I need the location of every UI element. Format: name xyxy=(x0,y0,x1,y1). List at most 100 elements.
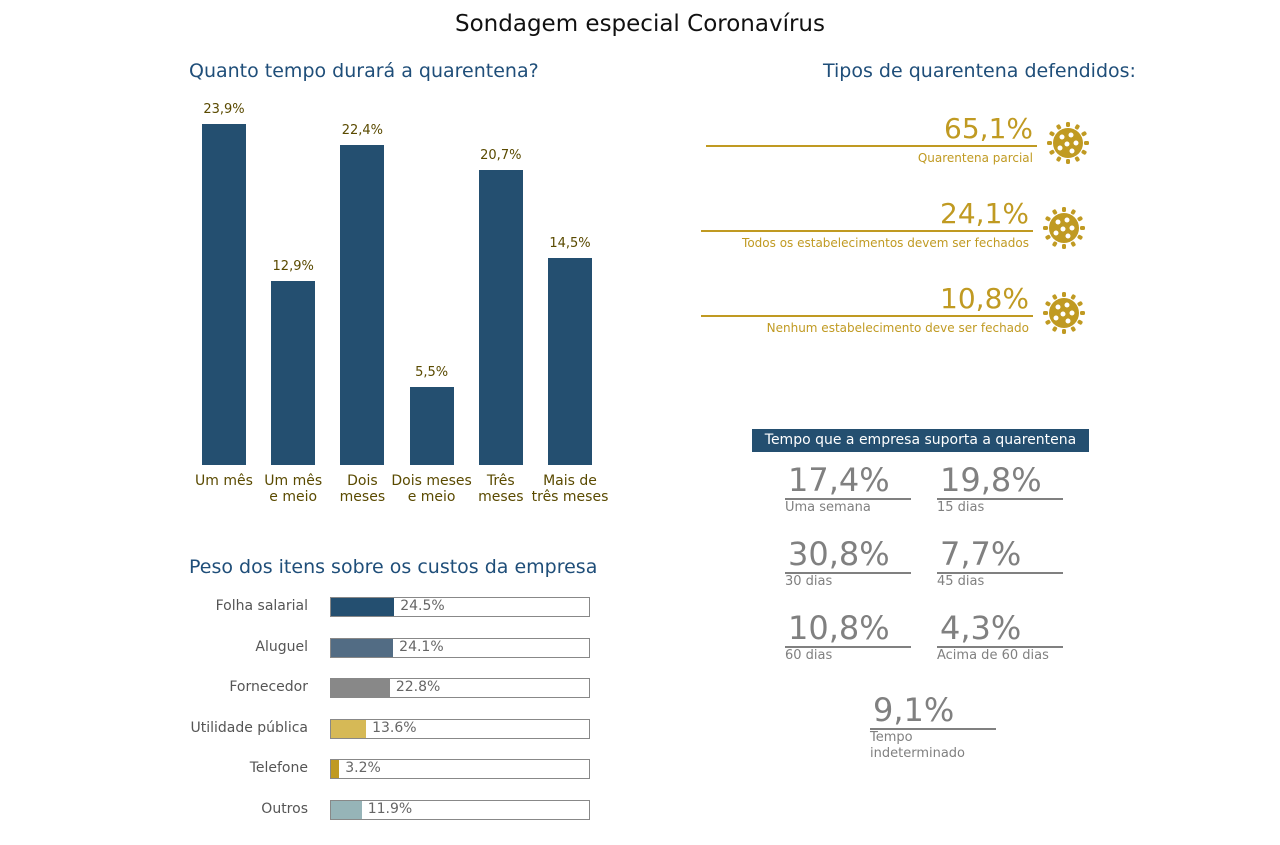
page-title: Sondagem especial Coronavírus xyxy=(455,11,825,37)
category-label-line: e meio xyxy=(269,489,318,505)
cost-category-label: Telefone xyxy=(249,760,308,777)
quarantine-type-item: 65,1% Quarentena parcial xyxy=(706,113,1037,165)
support-stat-label: 30 dias xyxy=(785,574,833,589)
divider-line xyxy=(937,572,1063,574)
support-stat-value: 9,1% xyxy=(873,691,955,729)
category-label: Três meses xyxy=(456,473,546,505)
cost-bar-fill xyxy=(331,679,390,698)
duration-chart-title: Quanto tempo durará a quarentena? xyxy=(189,60,539,82)
support-stat: 30,8% 30 dias xyxy=(785,536,911,590)
category-label-line: Dois xyxy=(347,473,378,489)
bar xyxy=(409,386,454,465)
cost-row: Telefone 3.2% xyxy=(180,759,590,780)
virus-icon xyxy=(1041,290,1087,336)
divider-line xyxy=(937,498,1063,500)
cost-category-label: Outros xyxy=(261,801,308,817)
cost-value-label: 24.1% xyxy=(399,638,444,655)
bar-value-label: 23,9% xyxy=(203,101,245,117)
bar xyxy=(548,258,592,465)
cost-category-label: Fornecedor xyxy=(229,679,308,696)
bar-value-label: 20,7% xyxy=(480,147,522,163)
divider-line xyxy=(785,572,911,574)
category-label: Dois meses e meio xyxy=(387,473,477,505)
cost-value-label: 11.9% xyxy=(367,801,413,817)
quarantine-type-value: 24,1% xyxy=(940,197,1029,230)
category-label-line: três meses xyxy=(531,489,609,505)
support-stat-value: 30,8% xyxy=(788,535,890,573)
cost-row: Utilidade pública 13.6% xyxy=(180,718,590,739)
support-stat-value: 10,8% xyxy=(788,609,890,647)
divider-line xyxy=(706,145,1037,147)
support-stat-label: 15 dias xyxy=(937,500,985,515)
quarantine-type-value: 65,1% xyxy=(944,112,1033,145)
cost-row: Aluguel 24.1% xyxy=(180,637,590,658)
divider-line xyxy=(870,728,996,730)
bar xyxy=(202,123,246,465)
bar-value-label: 5,5% xyxy=(415,364,449,380)
category-label-line: meses xyxy=(339,489,386,505)
cost-category-label: Aluguel xyxy=(255,638,308,655)
quarantine-type-item: 10,8% Nenhum estabelecimento deve ser fec… xyxy=(701,283,1033,335)
category-label-line: Um mês xyxy=(195,473,253,489)
bar xyxy=(478,169,523,465)
quarantine-type-item: 24,1% Todos os estabelecimentos devem ser… xyxy=(701,198,1033,250)
quarantine-types-title: Tipos de quarentena defendidos: xyxy=(823,60,1136,82)
cost-bar-fill xyxy=(331,598,395,616)
category-label: Mais de três meses xyxy=(525,473,615,505)
quarantine-type-label: Todos os estabelecimentos devem ser fech… xyxy=(742,236,1029,250)
category-label: Dois meses xyxy=(317,473,407,505)
cost-bar-fill xyxy=(331,719,367,738)
cost-bar-track: 3.2% xyxy=(330,759,590,780)
bar-value-label: 14,5% xyxy=(549,236,591,252)
cost-bar-track: 13.6% xyxy=(330,718,590,739)
divider-line xyxy=(701,315,1033,317)
virus-icon xyxy=(1045,120,1091,166)
support-stat-label: 45 dias xyxy=(937,574,985,589)
bar xyxy=(340,145,385,465)
costs-chart-title: Peso dos itens sobre os custos da empres… xyxy=(189,556,598,578)
support-stat: 19,8% 15 dias xyxy=(937,462,1063,516)
support-stat: 17,4% Uma semana xyxy=(785,462,911,516)
cost-bar-track: 24.5% xyxy=(330,597,590,617)
category-label-line: Mais de xyxy=(543,473,597,489)
cost-bar-track: 11.9% xyxy=(330,800,590,820)
support-stat-label: 60 dias xyxy=(785,648,833,663)
cost-row: Fornecedor 22.8% xyxy=(180,678,590,699)
category-label-line: Um mês xyxy=(264,473,323,489)
cost-bar-track: 22.8% xyxy=(330,678,590,699)
cost-bar-fill xyxy=(331,801,362,819)
support-stat: 9,1% Tempo indeterminado xyxy=(870,692,996,762)
support-stat: 7,7% 45 dias xyxy=(937,536,1063,590)
category-label-line: meses xyxy=(478,489,524,505)
cost-category-label: Utilidade pública xyxy=(190,719,308,736)
support-stat: 4,3% Acima de 60 dias xyxy=(937,610,1063,664)
cost-bar-track: 24.1% xyxy=(330,637,590,658)
cost-row: Folha salarial 24.5% xyxy=(180,597,590,617)
support-stat: 10,8% 60 dias xyxy=(785,610,911,664)
support-stat-value: 7,7% xyxy=(940,535,1022,573)
support-stat-value: 4,3% xyxy=(940,609,1022,647)
category-label-line: e meio xyxy=(407,489,456,505)
company-support-title: Tempo que a empresa suporta a quarentena xyxy=(752,429,1089,452)
cost-bar-fill xyxy=(331,638,394,657)
divider-line xyxy=(937,646,1063,648)
support-stat-value: 17,4% xyxy=(788,461,890,499)
support-stat-label: Uma semana xyxy=(785,500,871,515)
support-stat-label: Tempo indeterminado xyxy=(870,730,965,761)
quarantine-type-value: 10,8% xyxy=(940,282,1029,315)
cost-row: Outros 11.9% xyxy=(180,800,590,820)
quarantine-type-label: Nenhum estabelecimento deve ser fechado xyxy=(766,321,1029,335)
category-label-line: Três xyxy=(486,473,515,489)
bar-value-label: 12,9% xyxy=(272,258,314,274)
divider-line xyxy=(701,230,1033,232)
quarantine-type-label: Quarentena parcial xyxy=(917,151,1033,165)
divider-line xyxy=(785,498,911,500)
cost-value-label: 24.5% xyxy=(400,598,445,614)
support-stat-value: 19,8% xyxy=(940,461,1042,499)
category-label: Um mês xyxy=(179,473,269,489)
cost-value-label: 22.8% xyxy=(395,679,441,696)
cost-value-label: 13.6% xyxy=(372,719,417,736)
virus-icon xyxy=(1041,205,1087,251)
bar-value-label: 22,4% xyxy=(341,123,384,139)
bar xyxy=(271,280,316,465)
